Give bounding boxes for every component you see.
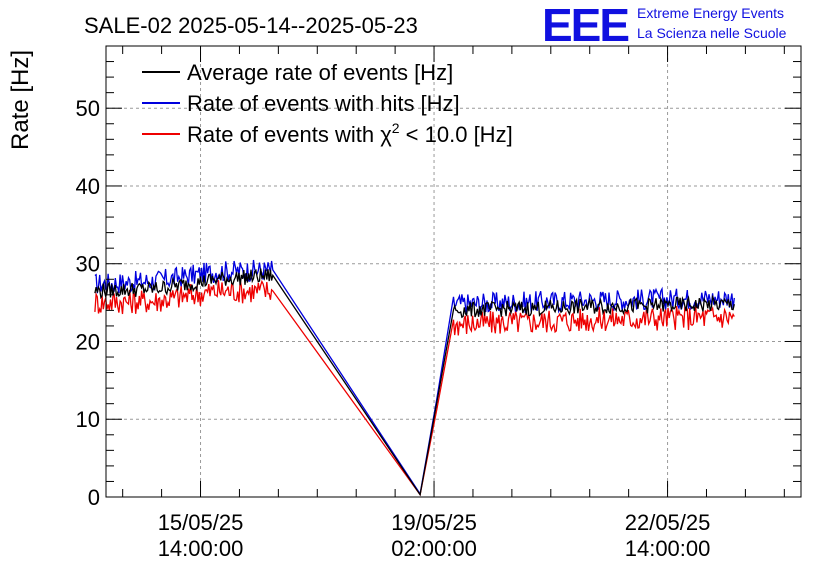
axes: 0102030405015/05/2514:00:0019/05/2502:00… xyxy=(76,45,802,561)
y-axis-label: Rate [Hz] xyxy=(7,50,34,150)
legend-label-chi2-pre: Rate of events with χ xyxy=(187,122,392,147)
series-line-hits xyxy=(94,259,735,496)
y-tick-label: 20 xyxy=(76,329,100,354)
eee-logo-mark: EEE xyxy=(542,0,628,51)
legend-label-chi2-sup: 2 xyxy=(392,120,400,136)
eee-logo-line2: La Scienza nelle Scuole xyxy=(637,25,787,41)
x-tick-label-date: 15/05/25 xyxy=(158,510,244,535)
y-tick-label: 30 xyxy=(76,252,100,277)
y-tick-label: 50 xyxy=(76,96,100,121)
legend-label-average: Average rate of events [Hz] xyxy=(187,60,453,85)
x-tick-label-date: 19/05/25 xyxy=(391,510,477,535)
legend: Average rate of events [Hz] Rate of even… xyxy=(142,60,513,147)
grid xyxy=(106,46,801,497)
series-layer xyxy=(94,259,735,497)
x-tick-label-time: 14:00:00 xyxy=(625,536,711,561)
legend-label-chi2-post: < 10.0 [Hz] xyxy=(400,122,513,147)
y-tick-label: 40 xyxy=(76,174,100,199)
eee-logo: EEE Extreme Energy Events La Scienza nel… xyxy=(542,0,787,51)
legend-label-hits: Rate of events with hits [Hz] xyxy=(187,91,460,116)
series-line-chi2 xyxy=(94,279,735,497)
plot-frame xyxy=(105,45,802,498)
legend-label-chi2: Rate of events with χ2 < 10.0 [Hz] xyxy=(187,120,513,147)
x-tick-label-time: 02:00:00 xyxy=(391,536,477,561)
x-tick-label-date: 22/05/25 xyxy=(625,510,711,535)
x-tick-label-time: 14:00:00 xyxy=(158,536,244,561)
y-tick-label: 10 xyxy=(76,407,100,432)
y-tick-label: 0 xyxy=(88,485,100,510)
series-line-average xyxy=(94,268,735,497)
eee-logo-line1: Extreme Energy Events xyxy=(637,5,784,21)
chart-title: SALE-02 2025-05-14--2025-05-23 xyxy=(84,13,418,38)
